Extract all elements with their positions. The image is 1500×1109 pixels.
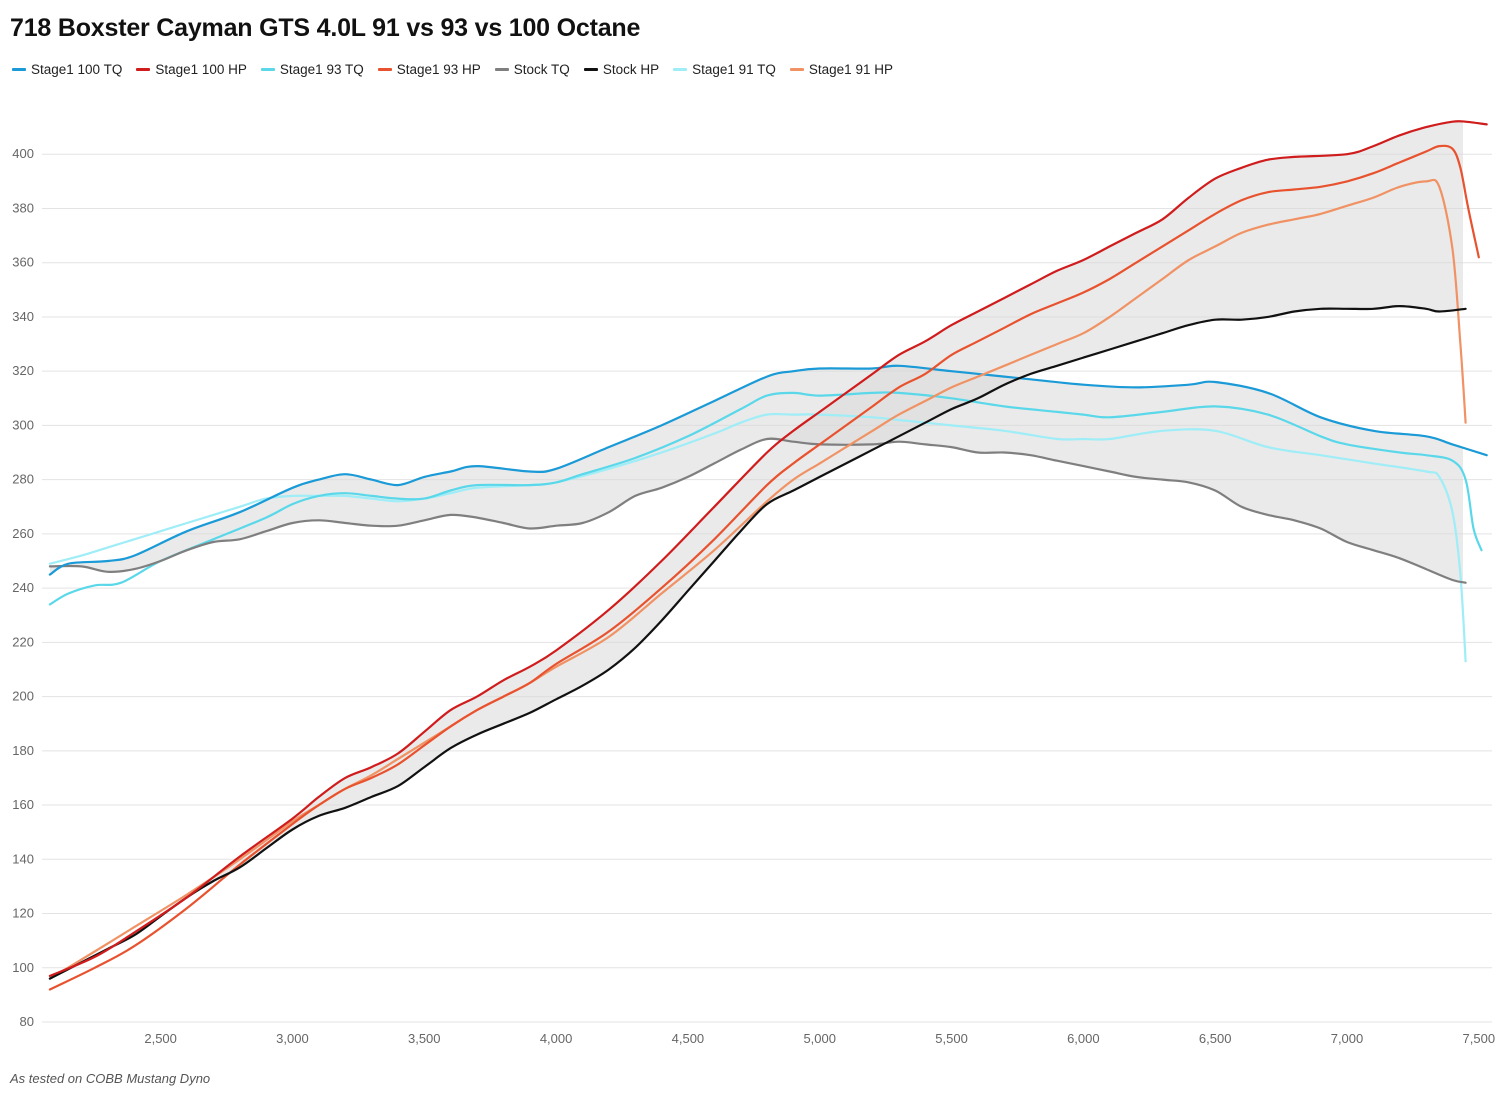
y-tick-label: 260 bbox=[12, 526, 34, 541]
chart-footnote: As tested on COBB Mustang Dyno bbox=[10, 1071, 211, 1086]
y-tick-label: 400 bbox=[12, 146, 34, 161]
x-tick-label: 2,500 bbox=[144, 1031, 177, 1046]
series-line-stock-hp bbox=[48, 305, 1467, 980]
legend-label: Stage1 91 TQ bbox=[692, 62, 776, 77]
series-line-stage1-93-tq bbox=[48, 391, 1483, 606]
y-tick-label: 300 bbox=[12, 417, 34, 432]
legend-item: Stage1 91 HP bbox=[789, 62, 893, 77]
legend-label: Stage1 93 HP bbox=[396, 62, 481, 77]
x-tick-label: 6,500 bbox=[1199, 1031, 1232, 1046]
legend-label: Stage1 100 TQ bbox=[31, 62, 123, 77]
legend-swatch bbox=[260, 68, 275, 71]
legend-swatch bbox=[583, 68, 598, 71]
legend-label: Stage1 100 HP bbox=[155, 62, 247, 77]
x-tick-label: 5,000 bbox=[803, 1031, 836, 1046]
legend-swatch bbox=[673, 68, 688, 71]
x-tick-label: 5,500 bbox=[935, 1031, 968, 1046]
legend-swatch bbox=[12, 68, 26, 71]
x-tick-label: 7,000 bbox=[1331, 1031, 1364, 1046]
y-tick-label: 100 bbox=[12, 960, 34, 975]
y-tick-label: 340 bbox=[12, 309, 34, 324]
legend-item: Stock HP bbox=[583, 62, 660, 77]
legend-label: Stage1 93 TQ bbox=[279, 62, 364, 77]
legend-item: Stage1 93 HP bbox=[377, 62, 481, 77]
legend-label: Stock TQ bbox=[513, 62, 570, 77]
shaded-band bbox=[49, 121, 1463, 979]
legend-swatch bbox=[377, 68, 392, 71]
y-tick-label: 120 bbox=[12, 906, 34, 921]
y-tick-label: 160 bbox=[12, 797, 34, 812]
y-tick-label: 180 bbox=[12, 743, 34, 758]
legend-swatch bbox=[789, 68, 804, 71]
legend-item: Stage1 93 TQ bbox=[260, 62, 364, 77]
x-tick-label: 3,000 bbox=[276, 1031, 309, 1046]
legend-label: Stock HP bbox=[602, 62, 660, 77]
chart-legend: Stage1 100 TQ Stage1 100 HP Stage1 93 TQ St… bbox=[12, 62, 907, 77]
series-line-stage1-100-hp bbox=[48, 120, 1488, 977]
series-line-stage1-91-hp bbox=[48, 178, 1467, 980]
series-line-stock-tq bbox=[48, 437, 1467, 584]
legend-swatch bbox=[494, 68, 509, 71]
y-tick-label: 240 bbox=[12, 580, 34, 595]
y-tick-label: 200 bbox=[12, 689, 34, 704]
y-tick-label: 220 bbox=[12, 634, 34, 649]
series-line-stage1-93-hp bbox=[48, 144, 1480, 991]
series-line-stage1-91-tq bbox=[48, 412, 1467, 663]
legend-swatch bbox=[136, 68, 151, 71]
x-tick-label: 6,000 bbox=[1067, 1031, 1100, 1046]
legend-item: Stock TQ bbox=[494, 62, 570, 77]
legend-label: Stage1 91 HP bbox=[808, 62, 893, 77]
y-tick-label: 360 bbox=[12, 255, 34, 270]
y-tick-label: 380 bbox=[12, 200, 34, 215]
y-tick-label: 280 bbox=[12, 472, 34, 487]
series-line-stage1-100-tq bbox=[48, 364, 1488, 576]
y-tick-label: 140 bbox=[12, 851, 34, 866]
x-tick-label: 4,500 bbox=[672, 1031, 705, 1046]
x-tick-label: 7,500 bbox=[1463, 1031, 1496, 1046]
legend-item: Stage1 100 TQ bbox=[12, 62, 122, 77]
chart-title: 718 Boxster Cayman GTS 4.0L 91 vs 93 vs … bbox=[10, 14, 641, 42]
y-tick-label: 320 bbox=[12, 363, 34, 378]
y-tick-label: 80 bbox=[20, 1014, 34, 1029]
legend-item: Stage1 100 HP bbox=[136, 62, 247, 77]
legend-item: Stage1 91 TQ bbox=[673, 62, 776, 77]
x-tick-label: 4,000 bbox=[540, 1031, 573, 1046]
x-tick-label: 3,500 bbox=[408, 1031, 441, 1046]
shaded-band bbox=[49, 365, 1463, 583]
